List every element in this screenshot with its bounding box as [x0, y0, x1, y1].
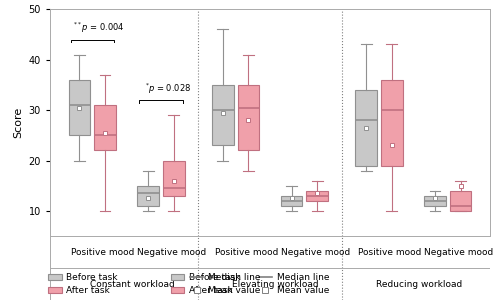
PathPatch shape	[94, 105, 116, 151]
Legend: Before task, After task, Median line, Mean value: Before task, After task, Median line, Me…	[168, 270, 332, 298]
PathPatch shape	[424, 196, 446, 206]
Text: $^{**}p$ = 0.004: $^{**}p$ = 0.004	[74, 21, 125, 35]
PathPatch shape	[212, 85, 234, 145]
Text: Positive mood: Positive mood	[72, 248, 134, 257]
Text: Negative mood: Negative mood	[424, 248, 493, 257]
PathPatch shape	[281, 196, 302, 206]
PathPatch shape	[138, 186, 159, 206]
PathPatch shape	[238, 85, 259, 151]
Text: Reducing workload: Reducing workload	[376, 280, 462, 288]
PathPatch shape	[381, 80, 402, 166]
PathPatch shape	[306, 191, 328, 201]
PathPatch shape	[356, 90, 377, 166]
Text: Negative mood: Negative mood	[280, 248, 350, 257]
PathPatch shape	[450, 191, 471, 211]
Text: Positive mood: Positive mood	[214, 248, 278, 257]
Text: Constant workload: Constant workload	[90, 280, 174, 288]
Text: Negative mood: Negative mood	[137, 248, 206, 257]
Text: Elevating workload: Elevating workload	[232, 280, 318, 288]
Text: Positive mood: Positive mood	[358, 248, 422, 257]
Legend: Before task, After task, Median line, Mean value: Before task, After task, Median line, Me…	[44, 270, 264, 298]
PathPatch shape	[163, 161, 184, 196]
Y-axis label: Score: Score	[13, 107, 23, 138]
Text: $^{*}p$ = 0.028: $^{*}p$ = 0.028	[144, 82, 191, 96]
PathPatch shape	[68, 80, 90, 135]
